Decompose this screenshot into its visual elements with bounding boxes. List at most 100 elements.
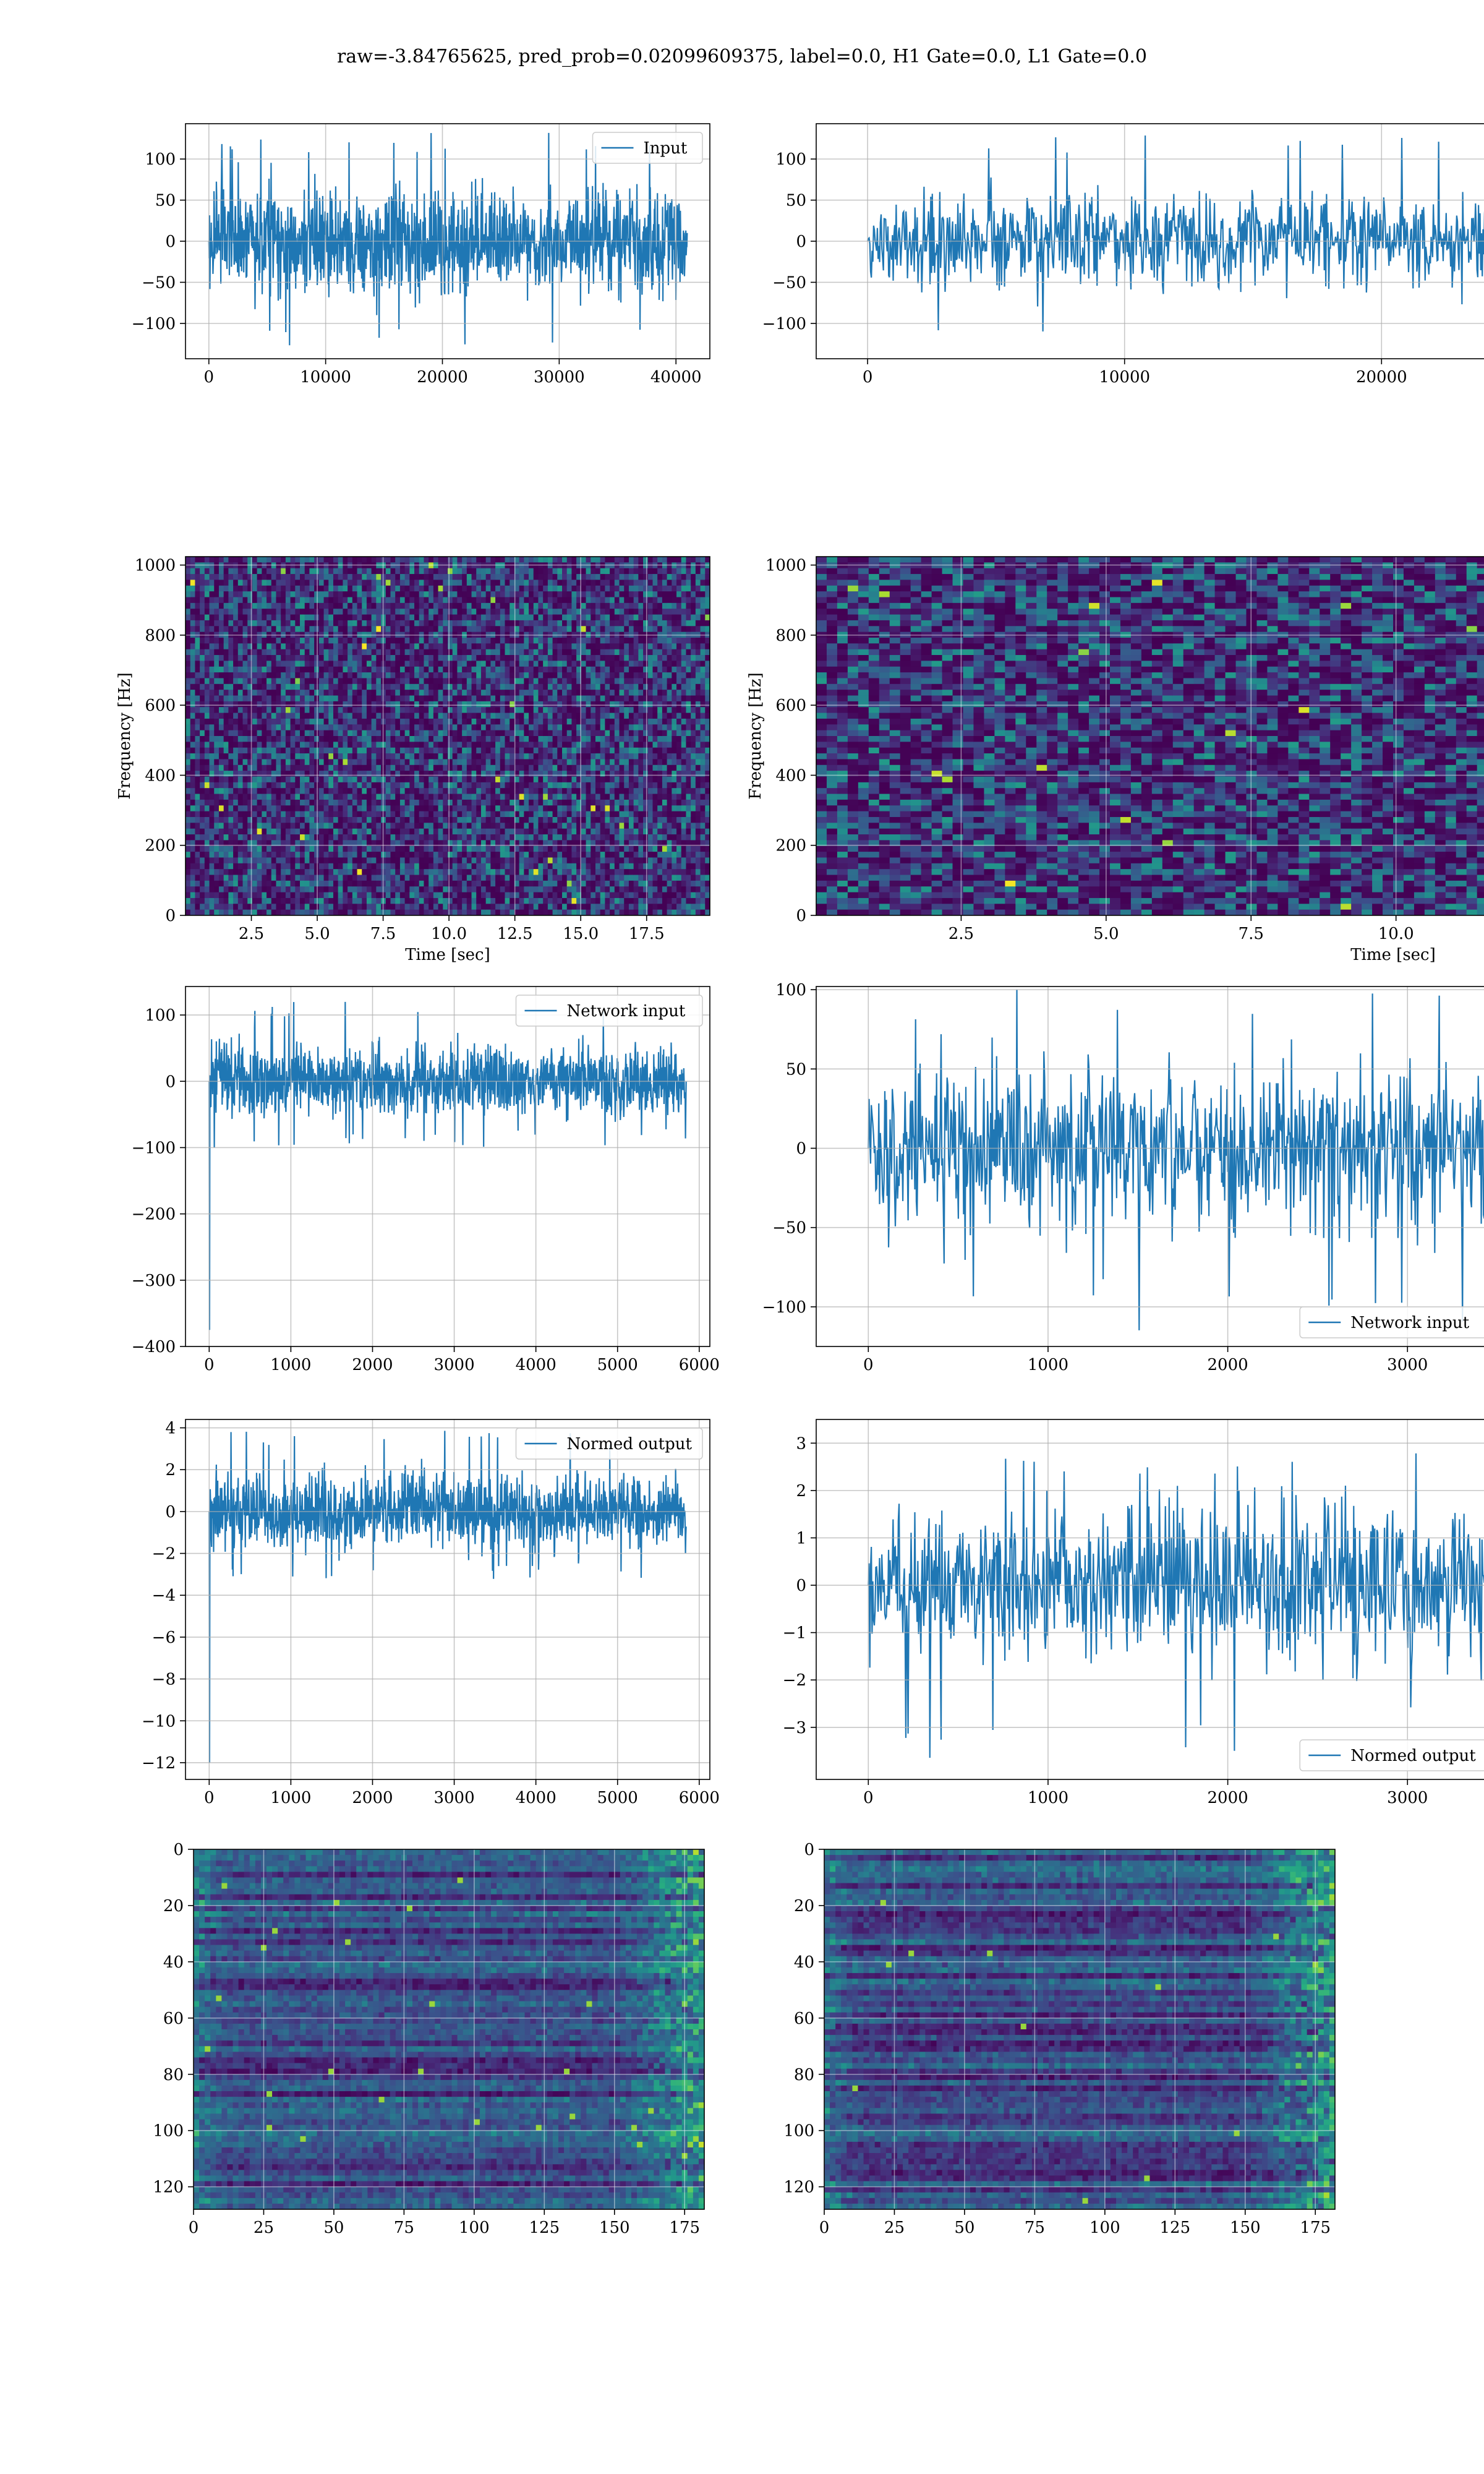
heatmap-cell (514, 713, 520, 719)
heatmap-cell (247, 747, 253, 754)
heatmap-cell (218, 771, 224, 777)
heatmap-cell (323, 649, 329, 656)
heatmap-cell (318, 580, 325, 586)
heatmap-cell (376, 649, 382, 656)
heatmap-cell (471, 869, 477, 876)
heatmap-cell (476, 799, 482, 806)
heatmap-cell (552, 823, 558, 829)
heatmap-cell (228, 713, 234, 719)
heatmap-cell (552, 631, 558, 638)
heatmap-cell (457, 805, 463, 812)
heatmap-cell (195, 643, 200, 650)
heatmap-cell (281, 892, 286, 899)
heatmap-cell (186, 863, 191, 870)
heatmap-cell (409, 764, 415, 771)
heatmap-cell (485, 672, 491, 679)
heatmap-cell (328, 701, 334, 708)
heatmap-cell (381, 909, 386, 915)
heatmap-cell (223, 736, 229, 742)
heatmap-cell (543, 771, 548, 777)
heatmap-cell (348, 782, 353, 789)
heatmap-cell (271, 805, 277, 812)
heatmap-cell (404, 602, 410, 609)
heatmap-cell (404, 747, 410, 754)
heatmap-cell (242, 666, 248, 673)
heatmap-cell (505, 845, 510, 852)
heatmap-cell (366, 909, 372, 915)
heatmap-cell (557, 880, 563, 887)
heatmap-cell (466, 713, 472, 719)
heatmap-cell (228, 655, 234, 661)
heatmap-cell (290, 643, 296, 650)
heatmap-cell (390, 661, 396, 667)
heatmap-cell (524, 759, 529, 766)
heatmap-cell (218, 713, 224, 719)
heatmap-cell (204, 805, 210, 812)
heatmap-cell (433, 724, 439, 731)
heatmap-cell (385, 816, 391, 823)
heatmap-cell (376, 897, 382, 904)
heatmap-cell (333, 609, 339, 615)
heatmap-cell (457, 683, 463, 690)
heatmap-cell (366, 863, 372, 870)
heatmap-cell (328, 626, 334, 633)
heatmap-cell (285, 764, 291, 771)
heatmap-cell (228, 591, 234, 598)
heatmap-cell (343, 678, 348, 685)
heatmap-cell (257, 568, 262, 575)
heatmap-cell (200, 828, 205, 835)
heatmap-cell (318, 863, 325, 870)
heatmap-cell (314, 626, 320, 633)
heatmap-cell (323, 845, 329, 852)
heatmap-cell (490, 562, 496, 569)
heatmap-cell (448, 707, 453, 714)
heatmap-cell (376, 602, 382, 609)
heatmap-cell (318, 597, 325, 604)
heatmap-cell (242, 776, 248, 783)
heatmap-cell (362, 701, 367, 708)
heatmap-cell (519, 580, 524, 586)
heatmap-cell (295, 678, 301, 685)
heatmap-cell (271, 631, 277, 638)
heatmap-cell (395, 823, 401, 829)
heatmap-cell (399, 707, 406, 714)
heatmap-cell (271, 637, 277, 644)
heatmap-cell (200, 823, 205, 829)
heatmap-cell (366, 724, 372, 731)
heatmap-cell (429, 701, 434, 708)
heatmap-cell (533, 620, 539, 627)
heatmap-cell (514, 724, 520, 731)
heatmap-cell (404, 742, 410, 748)
heatmap-cell (267, 649, 272, 656)
heatmap-cell (552, 886, 558, 893)
heatmap-cell (529, 609, 534, 615)
heatmap-cell (186, 580, 191, 586)
heatmap-cell (314, 892, 320, 899)
heatmap-cell (552, 759, 558, 766)
heatmap-cell (285, 759, 291, 766)
heatmap-cell (290, 794, 296, 800)
heatmap-cell (204, 730, 210, 737)
heatmap-cell (371, 690, 377, 696)
heatmap-cell (223, 828, 229, 835)
heatmap-cell (300, 764, 305, 771)
heatmap-cell (300, 591, 305, 598)
heatmap-cell (285, 875, 291, 881)
heatmap-cell (218, 892, 224, 899)
y-tick-label: 100 (145, 150, 176, 169)
heatmap-cell (514, 661, 520, 667)
heatmap-cell (552, 799, 558, 806)
heatmap-cell (438, 713, 443, 719)
heatmap-cell (362, 614, 367, 621)
heatmap-cell (505, 892, 510, 899)
heatmap-cell (186, 568, 191, 575)
heatmap-cell (543, 753, 548, 760)
heatmap-cell (295, 788, 301, 795)
heatmap-cell (519, 591, 524, 598)
heatmap-cell (281, 695, 286, 702)
heatmap-cell (223, 869, 229, 876)
heatmap-cell (290, 840, 296, 847)
heatmap-cell (557, 568, 563, 575)
heatmap-cell (357, 672, 362, 679)
heatmap-cell (552, 736, 558, 742)
